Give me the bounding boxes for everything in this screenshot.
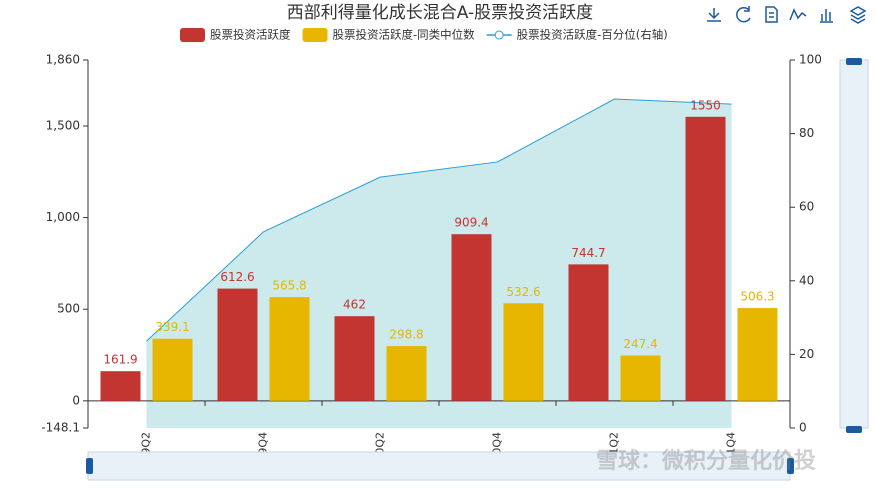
watermark: 雪球：微积分量化价投 — [596, 448, 816, 474]
toolbox — [707, 6, 867, 24]
bar-value-label: 462 — [343, 298, 366, 312]
bar-value-label: 339.1 — [155, 320, 189, 334]
y-tick-label: 0 — [72, 393, 80, 407]
bar-value-label: 909.4 — [454, 216, 488, 230]
y2-tick-label: 0 — [799, 421, 807, 435]
legend-swatch — [302, 28, 328, 42]
y2-tick-label: 40 — [799, 273, 814, 287]
bar-value-label: 532.6 — [506, 285, 540, 299]
bar-value-label: 612.6 — [220, 270, 254, 284]
bar — [685, 116, 726, 401]
bar — [334, 316, 375, 401]
bar-value-label: 744.7 — [571, 246, 605, 260]
legend-swatch — [494, 30, 504, 40]
bar-icon[interactable] — [820, 9, 833, 23]
refresh-icon[interactable] — [736, 6, 751, 23]
zoom-slider-bottom[interactable] — [86, 451, 794, 481]
legend-swatch — [180, 28, 205, 42]
slider-handle[interactable] — [846, 426, 862, 433]
zoom-slider-right[interactable] — [839, 58, 869, 433]
bar — [568, 264, 609, 401]
slider-handle[interactable] — [787, 458, 794, 474]
chart-title: 西部利得量化成长混合A-股票投资活跃度 — [287, 3, 593, 23]
y-tick-label: 500 — [57, 302, 80, 316]
slider-handle[interactable] — [86, 458, 93, 474]
bar — [386, 346, 427, 401]
bar — [217, 288, 258, 401]
line-icon[interactable] — [789, 8, 807, 21]
bar-value-label: 506.3 — [740, 290, 774, 304]
bar — [100, 371, 141, 401]
y-tick-label: 1,000 — [46, 210, 80, 224]
bar — [152, 338, 193, 401]
slider-handle[interactable] — [846, 58, 862, 65]
download-icon[interactable] — [707, 8, 721, 22]
plot-area: -148.105001,0001,5001,860020406080100201… — [41, 53, 822, 476]
y2-tick-label: 100 — [799, 53, 822, 67]
y-tick-label: -148.1 — [41, 421, 80, 435]
bar-value-label: 161.9 — [103, 353, 137, 367]
y2-tick-label: 80 — [799, 126, 814, 140]
legend-label: 股票投资活跃度 — [210, 28, 291, 42]
bar-value-label: 247.4 — [623, 337, 657, 351]
bar — [503, 303, 544, 401]
bar — [620, 355, 661, 401]
legend-label: 股票投资活跃度-百分位(右轴) — [517, 28, 668, 42]
bar-value-label: 298.8 — [389, 328, 423, 342]
stack-icon[interactable] — [849, 6, 867, 24]
legend-label: 股票投资活跃度-同类中位数 — [333, 28, 476, 42]
y-tick-label: 1,860 — [46, 53, 80, 67]
bar — [269, 297, 310, 401]
bar-value-label: 565.8 — [272, 279, 306, 293]
y2-tick-label: 20 — [799, 347, 814, 361]
line — [146, 98, 732, 342]
bar — [737, 308, 778, 401]
data-view-icon[interactable] — [765, 6, 778, 23]
y2-tick-label: 60 — [799, 200, 814, 214]
bar — [451, 234, 492, 401]
y-tick-label: 1,500 — [46, 118, 80, 132]
slider-track — [839, 59, 869, 429]
legend: 股票投资活跃度 股票投资活跃度-同类中位数 股票投资活跃度-百分位(右轴) — [180, 28, 668, 42]
bar-value-label: 1550 — [690, 98, 721, 112]
